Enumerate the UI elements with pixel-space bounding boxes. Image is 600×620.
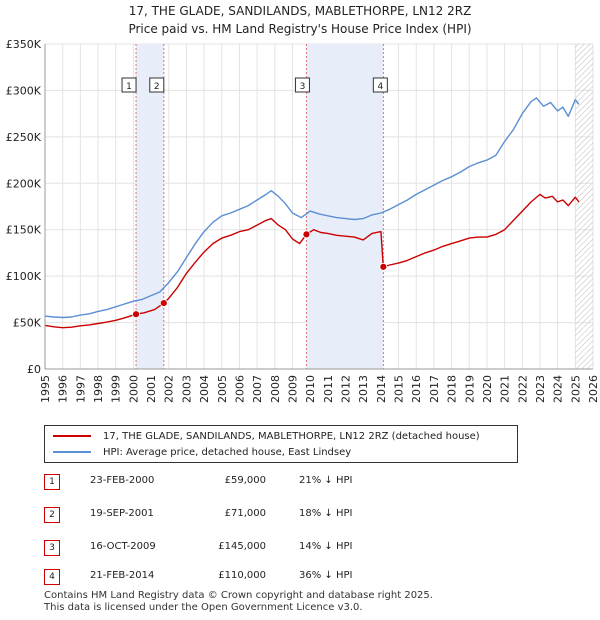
x-tick-label: 2019 (463, 375, 476, 403)
sale-point (132, 310, 140, 319)
x-tick-label: 2008 (269, 375, 282, 403)
sale-price: £110,000 (218, 570, 266, 581)
sale-hpi-diff: 14% ↓ HPI (299, 541, 353, 552)
x-tick-label: 2005 (216, 375, 229, 403)
y-tick-label: £0 (27, 363, 41, 376)
x-tick-label: 2022 (516, 375, 529, 403)
y-tick-label: £150K (6, 224, 42, 237)
x-tick-label: 2023 (534, 375, 547, 403)
sale-label-box (121, 77, 137, 93)
series-line-property (44, 193, 580, 329)
x-tick-label: 2002 (163, 375, 176, 403)
x-tick-label: 2024 (552, 375, 565, 403)
legend-swatch-property (53, 435, 91, 437)
sale-price: £71,000 (224, 508, 266, 519)
legend-label-hpi: HPI: Average price, detached house, East… (103, 446, 352, 458)
ownership-period-shade (306, 44, 384, 369)
x-tick-label: 2010 (304, 375, 317, 403)
sale-number-badge: 3 (44, 540, 60, 556)
x-tick-label: 2021 (499, 375, 512, 403)
sale-label-text: 3 (300, 82, 306, 92)
x-tick-label: 2009 (286, 375, 299, 403)
x-tick-label: 2007 (251, 375, 264, 403)
y-tick-label: £200K (6, 177, 42, 190)
chart-title: 17, THE GLADE, SANDILANDS, MABLETHORPE, … (0, 2, 600, 38)
chart-title-line1: 17, THE GLADE, SANDILANDS, MABLETHORPE, … (128, 4, 472, 18)
sale-date: 23-FEB-2000 (90, 475, 155, 486)
legend: 17, THE GLADE, SANDILANDS, MABLETHORPE, … (44, 425, 518, 463)
forecast-region (575, 44, 593, 369)
sale-date: 19-SEP-2001 (90, 508, 154, 519)
footer: Contains HM Land Registry data © Crown c… (44, 590, 433, 614)
sale-number-badge: 2 (44, 507, 60, 523)
x-tick-label: 2026 (587, 375, 600, 403)
sale-row: 1 23-FEB-2000 £59,000 21% ↓ HPI (44, 472, 464, 492)
sale-price: £145,000 (218, 541, 266, 552)
legend-item-hpi: HPI: Average price, detached house, East… (53, 444, 351, 460)
x-tick-label: 2013 (357, 375, 370, 403)
x-tick-label: 1996 (57, 375, 70, 403)
sale-price: £59,000 (224, 475, 266, 486)
sale-number-badge: 1 (44, 474, 60, 490)
legend-label-property: 17, THE GLADE, SANDILANDS, MABLETHORPE, … (103, 430, 480, 442)
x-tick-label: 1997 (74, 375, 87, 403)
x-tick-label: 2014 (375, 375, 388, 403)
x-tick-label: 2003 (180, 375, 193, 403)
sale-hpi-diff: 36% ↓ HPI (299, 570, 353, 581)
sale-row: 2 19-SEP-2001 £71,000 18% ↓ HPI (44, 505, 464, 525)
sale-point (302, 230, 311, 239)
price-chart: 1 2 3 4 £0 £50K £100K £150K £200K £250K £300K £350… (6, 38, 600, 403)
y-tick-label: £100K (6, 270, 42, 283)
x-tick-label: 2025 (569, 375, 582, 403)
sale-label-box (149, 77, 165, 93)
x-tick-label: 2020 (481, 375, 494, 403)
footer-copyright: Contains HM Land Registry data © Crown c… (44, 590, 433, 601)
series-line-hpi (44, 97, 580, 319)
chart-title-line2: Price paid vs. HM Land Registry's House … (128, 22, 472, 36)
sale-row: 4 21-FEB-2014 £110,000 36% ↓ HPI (44, 567, 464, 587)
y-tick-label: £300K (6, 84, 42, 97)
sale-label-box (372, 77, 388, 93)
x-tick-label: 2001 (145, 375, 158, 403)
y-tick-label: £350K (6, 38, 42, 51)
sale-label-text: 4 (377, 82, 383, 92)
legend-swatch-hpi (53, 451, 91, 453)
y-tick-label: £50K (13, 317, 42, 330)
sale-row: 3 16-OCT-2009 £145,000 14% ↓ HPI (44, 538, 464, 558)
x-tick-label: 2017 (428, 375, 441, 403)
ownership-period-shade (136, 44, 164, 369)
footer-licence: This data is licensed under the Open Gov… (44, 602, 363, 613)
sale-label-text: 1 (126, 82, 132, 92)
sale-date: 21-FEB-2014 (90, 570, 155, 581)
x-tick-label: 2018 (446, 375, 459, 403)
x-tick-label: 2012 (340, 375, 353, 403)
sale-point (379, 262, 388, 271)
x-tick-label: 1998 (92, 375, 105, 403)
sale-hpi-diff: 18% ↓ HPI (299, 508, 353, 519)
sale-point (159, 299, 168, 307)
legend-item-property: 17, THE GLADE, SANDILANDS, MABLETHORPE, … (53, 428, 480, 444)
x-tick-label: 1995 (39, 375, 52, 403)
x-tick-label: 2011 (322, 375, 335, 403)
x-tick-label: 2006 (233, 375, 246, 403)
sale-hpi-diff: 21% ↓ HPI (299, 475, 353, 486)
x-tick-label: 1999 (110, 375, 123, 403)
sale-number-badge: 4 (44, 569, 60, 585)
y-tick-label: £250K (6, 131, 42, 144)
x-tick-label: 2015 (393, 375, 406, 403)
sale-label-text: 2 (154, 82, 160, 92)
sale-label-box (294, 77, 310, 93)
x-tick-label: 2000 (127, 375, 140, 403)
x-tick-label: 2016 (410, 375, 423, 403)
x-tick-label: 2004 (198, 375, 211, 403)
sale-date: 16-OCT-2009 (90, 541, 156, 552)
